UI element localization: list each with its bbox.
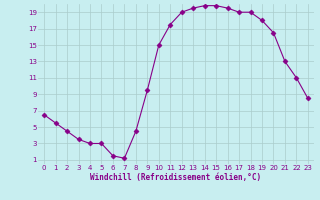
X-axis label: Windchill (Refroidissement éolien,°C): Windchill (Refroidissement éolien,°C) <box>91 173 261 182</box>
